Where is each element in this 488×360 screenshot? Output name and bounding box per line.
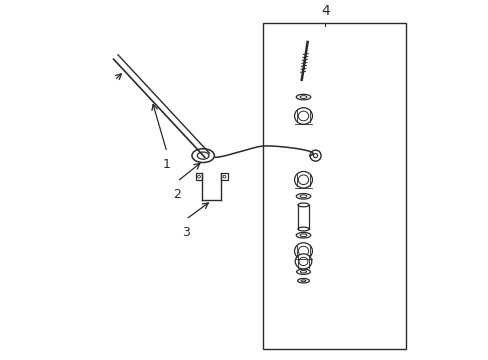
Ellipse shape <box>294 171 312 188</box>
Ellipse shape <box>297 279 309 283</box>
Ellipse shape <box>294 108 312 124</box>
Text: 4: 4 <box>321 4 329 18</box>
Text: 3: 3 <box>182 226 189 239</box>
Ellipse shape <box>298 246 308 256</box>
Bar <box>221 173 227 180</box>
Bar <box>196 173 202 180</box>
Ellipse shape <box>297 203 308 207</box>
Bar <box>263 23 406 348</box>
Ellipse shape <box>197 175 200 178</box>
Ellipse shape <box>298 111 308 121</box>
Ellipse shape <box>296 94 310 100</box>
Ellipse shape <box>301 280 305 282</box>
Ellipse shape <box>300 271 306 273</box>
Ellipse shape <box>300 96 306 98</box>
Ellipse shape <box>300 234 306 237</box>
Ellipse shape <box>297 227 308 231</box>
Ellipse shape <box>300 195 306 198</box>
Ellipse shape <box>296 233 310 238</box>
Text: 1: 1 <box>163 158 170 171</box>
Ellipse shape <box>197 152 208 159</box>
Text: 2: 2 <box>173 188 181 201</box>
Ellipse shape <box>294 243 312 259</box>
Ellipse shape <box>298 175 308 185</box>
Ellipse shape <box>309 150 321 161</box>
Ellipse shape <box>313 154 317 158</box>
Ellipse shape <box>296 194 310 199</box>
Ellipse shape <box>192 149 214 162</box>
Ellipse shape <box>298 257 307 266</box>
Ellipse shape <box>223 175 225 178</box>
Ellipse shape <box>295 254 311 269</box>
Ellipse shape <box>296 269 310 274</box>
